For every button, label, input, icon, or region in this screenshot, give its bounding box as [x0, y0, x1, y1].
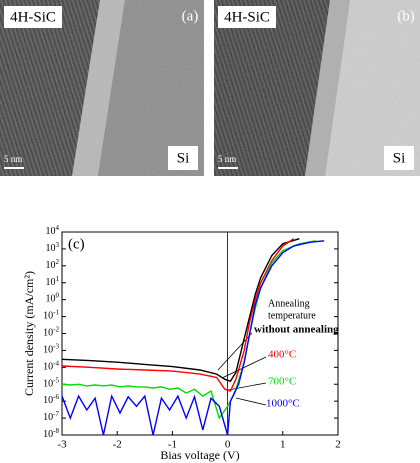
series-line: [61, 238, 295, 392]
x-axis-label: Bias voltage (V): [160, 448, 239, 462]
material-top: 4H-SiC: [10, 9, 56, 25]
x-tick-label: -1: [168, 439, 177, 451]
label-box: [384, 146, 414, 170]
y-tick-label: 10-2: [43, 325, 59, 339]
label-box: [168, 146, 198, 170]
tem-image-b: [214, 0, 420, 176]
y-tick-label: 104: [46, 224, 60, 238]
panel-label: (b): [397, 8, 415, 24]
y-tick-label: 101: [46, 274, 60, 288]
annotation: temperature: [268, 310, 316, 321]
y-tick-label: 100: [46, 291, 60, 305]
material-bottom: Si: [177, 150, 190, 166]
annotation: 400°C: [268, 349, 296, 361]
y-tick-label: 102: [46, 257, 60, 271]
y-tick-label: 103: [46, 241, 60, 255]
material-bottom: Si: [393, 150, 406, 166]
x-tick-label: -3: [57, 439, 67, 451]
y-tick-label: 10-6: [43, 393, 59, 407]
panel-label: (a): [182, 8, 199, 24]
label-box: [218, 6, 276, 28]
panel-label: (c): [68, 236, 85, 252]
y-tick-label: 10-1: [43, 308, 59, 322]
y-tick-label: 10-4: [43, 359, 59, 373]
x-tick-label: 2: [335, 439, 341, 451]
scale-label: 5 nm: [4, 154, 22, 164]
annotation: 700°C: [268, 376, 296, 388]
series-line: [61, 240, 325, 436]
annotation: without annealing: [254, 324, 339, 336]
material-top: 4H-SiC: [224, 9, 270, 25]
series-line: [61, 238, 300, 383]
x-tick-label: -2: [113, 439, 122, 451]
y-tick-label: 10-8: [43, 427, 59, 441]
annotation: 1000°C: [266, 398, 300, 410]
x-tick-label: 1: [280, 439, 286, 451]
label-box: [4, 6, 62, 28]
y-axis-label: Current density (mA/cm²): [22, 271, 36, 396]
x-tick-label: 0: [225, 439, 231, 451]
y-tick-label: 10-7: [43, 410, 59, 424]
scale-label: 5 nm: [218, 154, 236, 164]
y-tick-label: 10-3: [43, 342, 59, 356]
annotation: Annealing: [268, 298, 310, 309]
y-tick-label: 10-5: [43, 376, 59, 390]
tem-image-a: [0, 0, 204, 176]
